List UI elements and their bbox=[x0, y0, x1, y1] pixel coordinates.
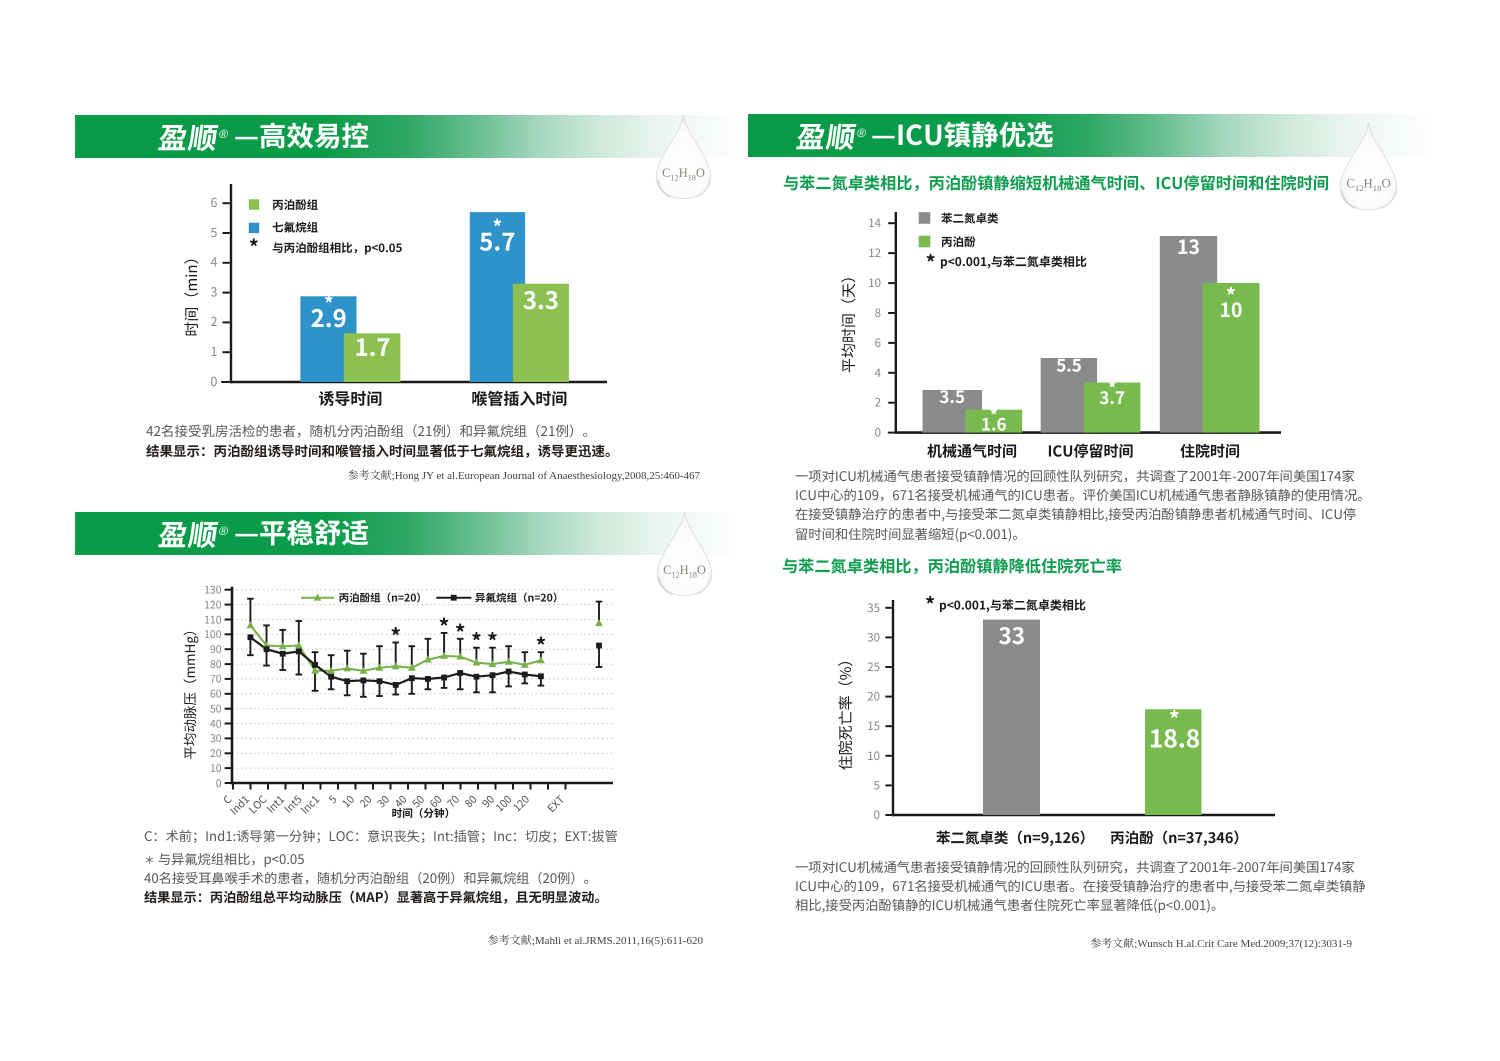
svg-text:C12H18O: C12H18O bbox=[662, 166, 705, 182]
svg-text:住院时间: 住院时间 bbox=[1180, 441, 1240, 462]
svg-text:30: 30 bbox=[374, 792, 393, 811]
svg-text:2.9: 2.9 bbox=[311, 299, 347, 334]
svg-text:100: 100 bbox=[204, 627, 222, 642]
svg-text:1.7: 1.7 bbox=[354, 328, 390, 363]
svg-text:120: 120 bbox=[510, 792, 533, 815]
svg-text:与丙泊酚组相比，p<0.05: 与丙泊酚组相比，p<0.05 bbox=[272, 240, 402, 256]
svg-text:*: * bbox=[926, 247, 936, 276]
svg-text:机械通气时间: 机械通气时间 bbox=[927, 441, 1017, 462]
svg-text:*: * bbox=[487, 626, 498, 656]
svg-text:35: 35 bbox=[867, 600, 880, 616]
svg-text:5: 5 bbox=[874, 777, 880, 793]
svg-text:10: 10 bbox=[339, 792, 358, 811]
svg-text:EXT: EXT bbox=[544, 792, 568, 816]
svg-text:20: 20 bbox=[867, 689, 880, 705]
svg-text:70: 70 bbox=[210, 672, 222, 687]
svg-text:*: * bbox=[1226, 280, 1236, 309]
svg-text:喉管插入时间: 喉管插入时间 bbox=[471, 386, 567, 410]
svg-text:5.7: 5.7 bbox=[479, 223, 515, 258]
svg-text:异氟烷组（n=20）: 异氟烷组（n=20） bbox=[475, 591, 563, 606]
svg-text:10: 10 bbox=[210, 761, 222, 776]
svg-text:6: 6 bbox=[875, 335, 881, 351]
svg-text:50: 50 bbox=[210, 702, 222, 717]
svg-text:平均时间（天）: 平均时间（天） bbox=[840, 268, 859, 373]
svg-text:时间（min）: 时间（min） bbox=[181, 249, 202, 336]
svg-text:*: * bbox=[324, 290, 334, 317]
svg-text:10: 10 bbox=[867, 748, 880, 764]
svg-text:3.5: 3.5 bbox=[939, 383, 965, 408]
svg-text:90: 90 bbox=[210, 642, 222, 657]
svg-text:12: 12 bbox=[868, 245, 881, 261]
svg-text:13: 13 bbox=[1177, 231, 1200, 260]
svg-text:*: * bbox=[471, 626, 482, 656]
svg-text:10: 10 bbox=[1219, 294, 1242, 323]
svg-text:*: * bbox=[492, 213, 502, 240]
svg-text:8: 8 bbox=[875, 305, 881, 321]
svg-text:*: * bbox=[990, 402, 998, 426]
svg-text:20: 20 bbox=[356, 792, 375, 811]
svg-text:*: * bbox=[1108, 375, 1116, 399]
svg-text:*: * bbox=[925, 590, 935, 618]
svg-text:*: * bbox=[439, 611, 450, 641]
svg-text:*: * bbox=[1169, 703, 1180, 734]
svg-text:60: 60 bbox=[210, 687, 222, 702]
svg-text:110: 110 bbox=[204, 612, 222, 627]
svg-text:80: 80 bbox=[461, 792, 480, 811]
svg-text:Inc1: Inc1 bbox=[298, 792, 323, 817]
svg-text:住院死亡率（%）: 住院死亡率（%） bbox=[835, 652, 856, 771]
svg-text:平均动脉压（mmHg）: 平均动脉压（mmHg） bbox=[180, 623, 199, 760]
svg-text:6: 6 bbox=[211, 192, 218, 211]
svg-text:20: 20 bbox=[210, 746, 222, 761]
svg-text:33: 33 bbox=[999, 619, 1026, 651]
svg-text:10: 10 bbox=[868, 275, 881, 291]
svg-text:1.6: 1.6 bbox=[981, 411, 1007, 436]
svg-text:*: * bbox=[249, 232, 259, 261]
svg-text:4: 4 bbox=[875, 365, 882, 381]
svg-text:40: 40 bbox=[210, 716, 222, 731]
svg-text:14: 14 bbox=[868, 215, 881, 231]
svg-text:2: 2 bbox=[211, 311, 218, 330]
svg-text:0: 0 bbox=[216, 776, 222, 791]
svg-text:0: 0 bbox=[874, 807, 880, 823]
svg-text:3.3: 3.3 bbox=[523, 281, 559, 316]
svg-text:丙泊酚组（n=20）: 丙泊酚组（n=20） bbox=[339, 591, 427, 606]
svg-text:130: 130 bbox=[204, 583, 222, 598]
svg-text:3: 3 bbox=[211, 281, 218, 300]
svg-text:120: 120 bbox=[204, 597, 222, 612]
svg-text:1: 1 bbox=[211, 341, 218, 360]
svg-text:30: 30 bbox=[210, 731, 222, 746]
svg-text:5.5: 5.5 bbox=[1056, 352, 1082, 377]
svg-text:p<0.001,与苯二氮卓类相比: p<0.001,与苯二氮卓类相比 bbox=[939, 597, 1086, 614]
svg-text:*: * bbox=[455, 617, 466, 647]
svg-text:4: 4 bbox=[211, 252, 218, 271]
svg-text:p<0.001,与苯二氮卓类相比: p<0.001,与苯二氮卓类相比 bbox=[940, 253, 1087, 270]
svg-text:25: 25 bbox=[867, 659, 880, 675]
svg-text:时间（分钟）: 时间（分钟） bbox=[392, 806, 456, 821]
svg-text:0: 0 bbox=[211, 371, 218, 390]
svg-text:30: 30 bbox=[867, 629, 880, 645]
svg-text:*: * bbox=[536, 631, 547, 661]
svg-text:七氟烷组: 七氟烷组 bbox=[272, 220, 318, 236]
svg-text:0: 0 bbox=[875, 425, 881, 441]
svg-text:诱导时间: 诱导时间 bbox=[318, 386, 382, 410]
svg-text:丙泊酚组: 丙泊酚组 bbox=[272, 197, 318, 213]
svg-text:80: 80 bbox=[210, 657, 222, 672]
svg-text:5: 5 bbox=[326, 792, 341, 807]
svg-text:ICU停留时间: ICU停留时间 bbox=[1047, 441, 1133, 462]
svg-text:2: 2 bbox=[875, 395, 881, 411]
svg-text:18.8: 18.8 bbox=[1149, 721, 1200, 756]
svg-text:*: * bbox=[390, 621, 401, 651]
svg-text:15: 15 bbox=[867, 718, 880, 734]
svg-text:3.7: 3.7 bbox=[1099, 384, 1125, 409]
svg-text:丙泊酚（n=37,346）: 丙泊酚（n=37,346） bbox=[1110, 827, 1248, 848]
svg-text:C12H18O: C12H18O bbox=[1346, 176, 1390, 192]
svg-text:5: 5 bbox=[211, 222, 218, 241]
svg-text:苯二氮卓类: 苯二氮卓类 bbox=[941, 210, 999, 226]
svg-text:苯二氮卓类（n=9,126）: 苯二氮卓类（n=9,126） bbox=[936, 827, 1094, 848]
svg-text:丙泊酚: 丙泊酚 bbox=[941, 234, 976, 250]
